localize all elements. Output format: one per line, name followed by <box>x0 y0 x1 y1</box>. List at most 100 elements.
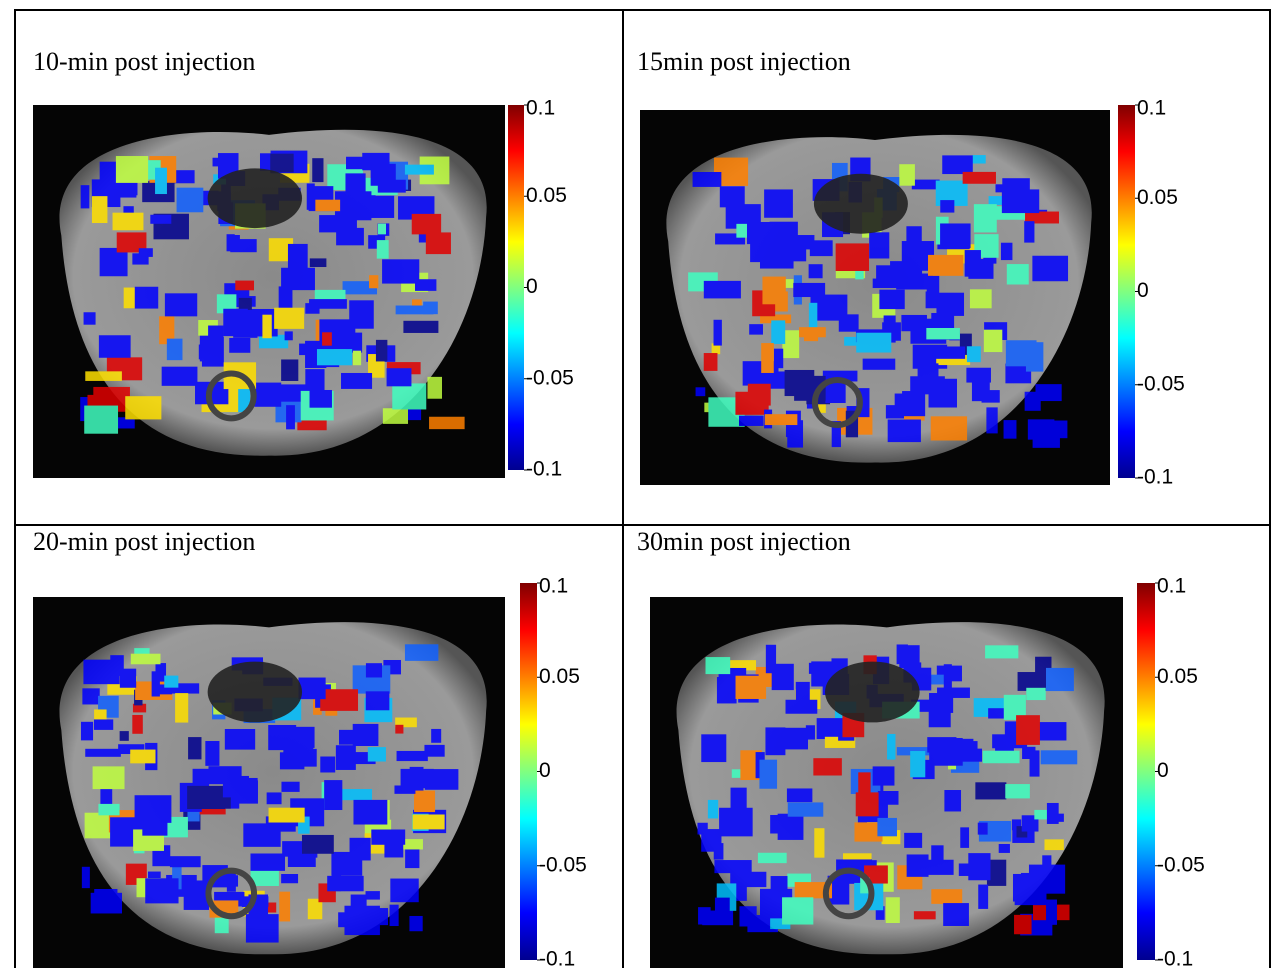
overlay-pixel <box>701 829 722 852</box>
overlay-pixel <box>1040 750 1078 765</box>
overlay-pixel <box>98 335 131 358</box>
overlay-pixel <box>93 719 114 730</box>
overlay-pixel <box>972 155 986 164</box>
overlay-pixel <box>988 708 1019 719</box>
overlay-pixel <box>164 675 179 688</box>
overlay-pixel <box>964 250 981 277</box>
overlay-pixel <box>1002 178 1030 199</box>
overlay-pixel <box>896 273 933 290</box>
overlay-pixel <box>1046 802 1059 824</box>
overlay-pixel <box>245 914 279 943</box>
overlay-pixel <box>814 828 825 858</box>
overlay-pixel <box>793 282 826 298</box>
overlay-pixel <box>782 897 814 925</box>
overlay-pixel <box>877 817 897 837</box>
overlay-pixel <box>298 677 326 700</box>
colorbar-tick-label: 0.1 <box>1137 97 1166 120</box>
overlay-pixel <box>703 280 741 299</box>
overlay-pixel <box>93 186 105 197</box>
overlay-pixel <box>100 784 113 814</box>
overlay-pixel <box>352 723 379 746</box>
overlay-pixel <box>933 346 966 359</box>
overlay-pixel <box>107 417 135 429</box>
overlay-pixel <box>316 349 353 366</box>
overlay-pixel <box>978 884 989 909</box>
overlay-pixel <box>301 834 334 854</box>
overlay-pixel <box>172 862 182 890</box>
overlay-pixel <box>212 157 224 167</box>
overlay-pixel <box>307 898 323 920</box>
overlay-pixel <box>395 717 417 728</box>
overlay-pixel <box>94 709 107 721</box>
overlay-pixel <box>298 816 310 834</box>
overlay-pixel <box>1016 826 1028 838</box>
overlay-pixel <box>132 253 149 265</box>
overlay-pixel <box>942 155 973 175</box>
overlay-pixel <box>988 196 1012 205</box>
overlay-pixel <box>1035 384 1062 402</box>
colorbar-tick-label: -0.1 <box>1137 466 1173 489</box>
overlay-pixel <box>266 792 282 805</box>
overlay-pixel <box>926 275 940 302</box>
overlay-pixel <box>983 329 1003 353</box>
overlay-pixel <box>281 873 299 884</box>
overlay-pixel <box>973 204 997 233</box>
overlay-pixel <box>855 792 879 817</box>
table-border <box>14 9 1271 968</box>
overlay-pixel <box>427 376 443 399</box>
overlay-pixel <box>936 354 971 366</box>
overlay-pixel <box>759 759 778 789</box>
overlay-pixel <box>944 790 962 812</box>
overlay-pixel <box>305 303 320 314</box>
overlay-pixel <box>831 421 841 448</box>
overlay-pixel <box>286 405 295 430</box>
overlay-pixel <box>692 172 722 187</box>
overlay-pixel <box>771 663 794 691</box>
overlay-pixel <box>1034 809 1055 820</box>
overlay-pixel <box>765 644 777 674</box>
overlay-pixel <box>777 813 804 840</box>
mri-ring <box>205 867 258 920</box>
overlay-pixel <box>697 822 708 835</box>
overlay-pixel <box>1011 819 1022 831</box>
overlay-pixel <box>342 281 378 295</box>
overlay-pixel <box>411 213 442 235</box>
overlay-pixel <box>786 788 813 803</box>
overlay-pixel <box>118 744 145 755</box>
overlay-pixel <box>937 687 970 698</box>
overlay-pixel <box>695 387 706 397</box>
overlay-pixel <box>842 853 872 865</box>
colorbar-tick-label: -0.05 <box>539 853 587 876</box>
overlay-pixel <box>730 871 767 888</box>
overlay-pixel <box>703 353 718 371</box>
overlay-pixel <box>720 660 757 671</box>
overlay-pixel <box>138 248 153 257</box>
overlay-pixel <box>894 393 926 417</box>
overlay-pixel <box>365 691 390 711</box>
mri-cavity <box>207 661 303 723</box>
overlay-pixel <box>425 232 451 255</box>
overlay-pixel <box>799 327 826 338</box>
overlay-pixel <box>917 363 939 381</box>
overlay-pixel <box>166 338 183 361</box>
overlay-pixel <box>875 906 885 920</box>
overlay-pixel <box>278 286 293 315</box>
overlay-pixel <box>1045 667 1074 692</box>
overlay-pixel <box>746 221 778 245</box>
mri-ring <box>205 370 257 422</box>
overlay-pixel <box>306 183 315 210</box>
overlay-pixel <box>860 877 870 894</box>
overlay-pixel <box>813 758 842 776</box>
overlay-pixel <box>175 693 189 723</box>
overlay-pixel <box>943 903 969 926</box>
overlay-pixel <box>936 292 965 316</box>
overlay-pixel <box>856 332 892 353</box>
overlay-pixel <box>92 766 125 790</box>
mri-cavity <box>813 173 908 234</box>
overlay-pixel <box>760 314 792 324</box>
overlay-pixel <box>1014 914 1032 935</box>
overlay-pixel <box>782 330 800 359</box>
overlay-pixel <box>132 703 147 713</box>
overlay-pixel <box>986 859 1007 886</box>
